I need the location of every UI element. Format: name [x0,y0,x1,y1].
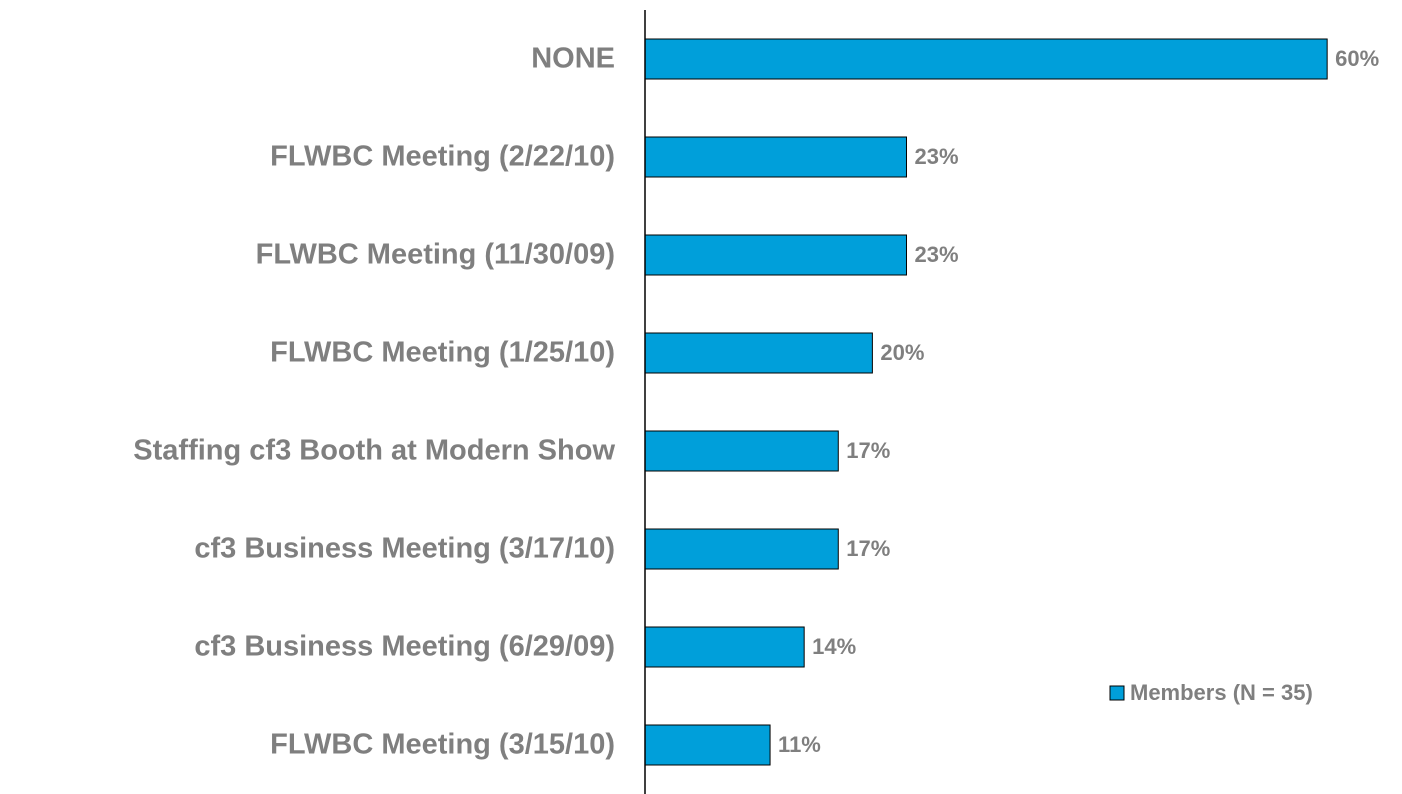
legend-swatch [1109,685,1125,701]
category-label: FLWBC Meeting (3/15/10) [270,729,615,761]
category-label: Staffing cf3 Booth at Modern Show [133,435,615,467]
value-label: 14% [812,634,856,659]
value-label: 11% [778,732,821,757]
category-label: cf3 Business Meeting (6/29/09) [194,631,615,663]
value-label: 17% [846,438,890,463]
bar [644,528,839,570]
value-label: 23% [914,242,958,267]
bar [644,626,805,668]
bar [644,724,771,766]
category-label: FLWBC Meeting (11/30/09) [256,239,615,271]
legend-label: Members (N = 35) [1130,680,1313,705]
category-label: NONE [531,43,615,75]
bar [644,430,839,472]
value-label: 60% [1335,46,1379,71]
value-label: 23% [914,144,958,169]
value-label: 17% [846,536,890,561]
value-label: 20% [880,340,924,365]
category-label: FLWBC Meeting (1/25/10) [270,337,615,369]
category-label: cf3 Business Meeting (3/17/10) [194,533,615,565]
bar [644,234,907,276]
bar [644,38,1328,80]
bar [644,332,873,374]
category-label: FLWBC Meeting (2/22/10) [270,141,615,173]
bar [644,136,907,178]
